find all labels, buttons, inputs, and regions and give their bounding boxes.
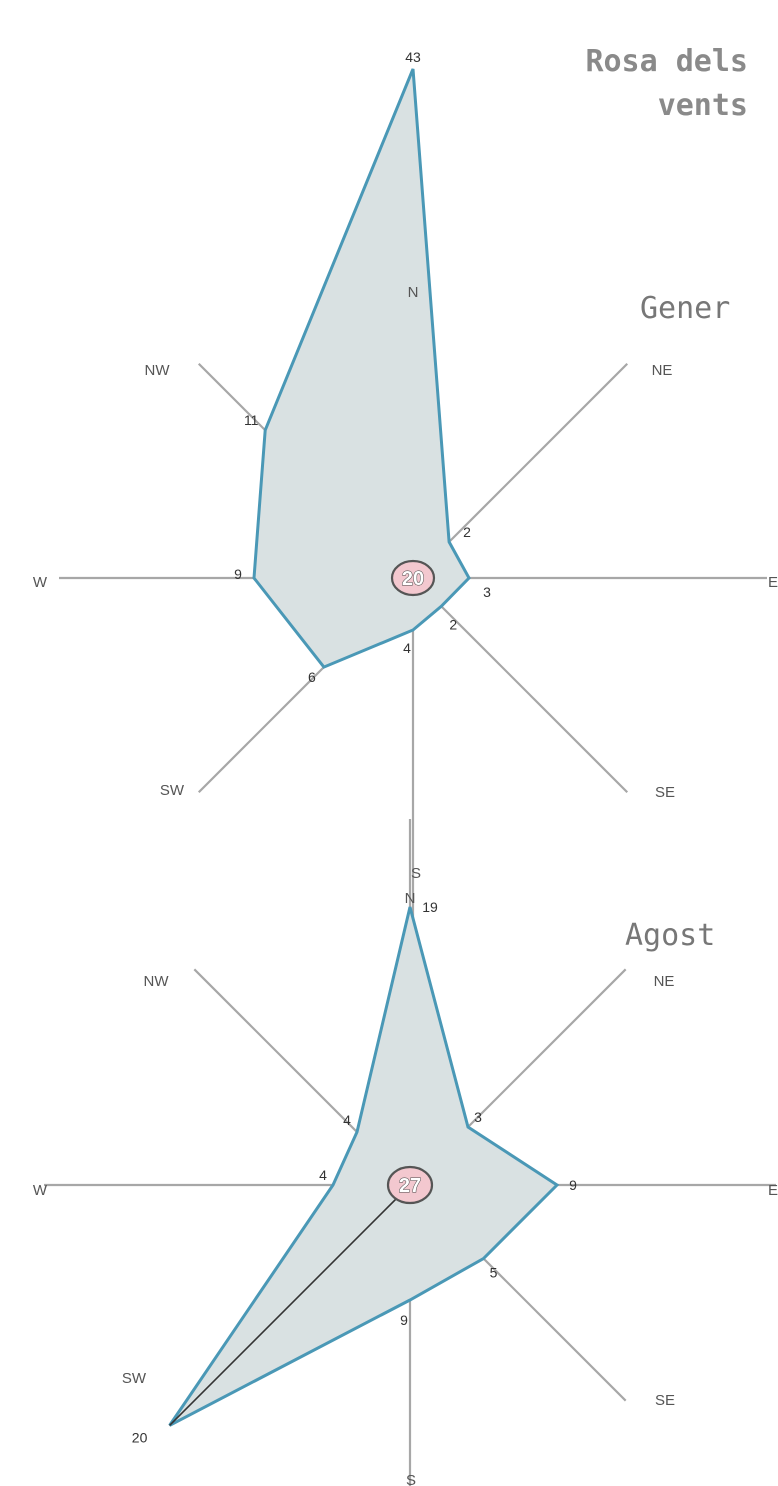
figure-title: Rosa dels vents (585, 44, 748, 123)
direction-label-sw: SW (160, 782, 185, 799)
value-label-sw: 6 (308, 669, 316, 685)
direction-label-e: E (768, 1182, 778, 1199)
value-label-se: 2 (449, 616, 457, 632)
axis-se (412, 577, 629, 794)
direction-label-se: SE (655, 1392, 675, 1409)
value-label-e: 9 (569, 1177, 577, 1193)
month-title: Gener (640, 291, 730, 326)
direction-label-ne: NE (654, 973, 675, 990)
calm-value: 20 (402, 568, 424, 590)
direction-label-s: S (406, 1472, 416, 1486)
direction-label-ne: NE (652, 362, 673, 379)
month-title: Agost (625, 918, 715, 953)
wind-frequency-area (252, 68, 471, 669)
wind-frequency-area (168, 906, 560, 1427)
direction-label-e: E (768, 574, 778, 591)
direction-label-nw: NW (145, 362, 171, 379)
value-label-w: 9 (234, 566, 242, 582)
calm-circle (386, 1165, 434, 1205)
value-label-ne: 3 (474, 1109, 482, 1125)
direction-label-n: N (408, 284, 419, 301)
value-label-w: 4 (319, 1167, 327, 1183)
value-label-nw: 11 (244, 412, 259, 428)
direction-label-sw: SW (122, 1370, 147, 1387)
calm-value: 27 (399, 1175, 421, 1197)
value-label-sw: 20 (132, 1429, 148, 1445)
direction-label-n: N (405, 890, 416, 907)
direction-label-w: W (33, 574, 48, 591)
direction-label-s: S (411, 865, 421, 882)
direction-label-se: SE (655, 784, 675, 801)
value-label-s: 4 (403, 640, 411, 656)
direction-label-w: W (33, 1182, 48, 1199)
direction-label-nw: NW (144, 973, 170, 990)
calm-circle (390, 559, 436, 597)
wind-rose-gener: 43 2 3 2 4 6 9 11 N NE E SE S SW W NW 20 Gener (33, 49, 778, 932)
value-label-ne: 2 (463, 524, 471, 540)
value-label-nw: 4 (343, 1112, 351, 1128)
wind-rose-agost: 19 3 9 5 9 20 4 4 N NE E SE S SW W NW 27 Agost (33, 819, 778, 1486)
spoke-sw (169, 1184, 411, 1426)
value-label-e: 3 (483, 584, 491, 600)
value-label-s: 9 (400, 1312, 408, 1328)
value-label-n: 19 (422, 899, 438, 915)
value-label-se: 5 (490, 1265, 498, 1281)
value-label-n: 43 (405, 49, 421, 65)
